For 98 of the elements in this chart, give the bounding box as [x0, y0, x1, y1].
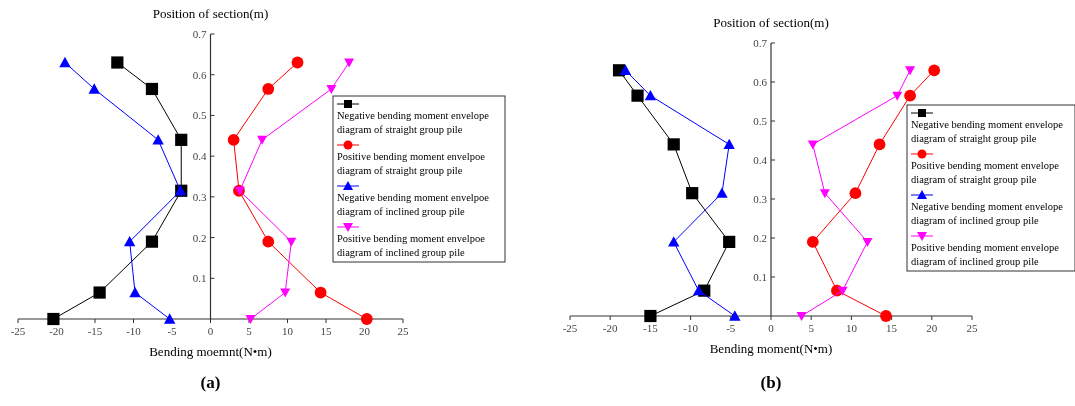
y-tick-label: 0.6 — [753, 76, 768, 88]
point — [892, 91, 903, 101]
point — [245, 315, 256, 324]
x-tick-label: -25 — [10, 325, 26, 337]
point — [280, 288, 291, 298]
point — [729, 310, 741, 321]
point — [644, 89, 657, 101]
x-tick-label: 25 — [397, 325, 409, 337]
point — [873, 138, 886, 151]
point — [93, 286, 106, 299]
text: (a) — [200, 373, 221, 392]
point — [849, 187, 862, 200]
chart-title: Position of section(m) — [713, 15, 829, 30]
x-tick-label: -20 — [49, 325, 65, 337]
y-tick-label: 0.4 — [192, 150, 207, 163]
x-tick-label: -15 — [643, 322, 659, 334]
legend-label: Negative bending moment envelope diagram of inclined group pile — [911, 201, 1064, 226]
point — [928, 64, 941, 77]
point — [123, 235, 136, 247]
legend-label: Positive bending moment envelope diagram of straight group pile — [911, 160, 1060, 185]
point — [692, 284, 705, 296]
point — [111, 56, 124, 69]
point — [314, 286, 327, 299]
y-tick-label: 0.2 — [192, 231, 207, 244]
x-tick-label: -5 — [726, 322, 736, 334]
legend-label: Positive bending moment envelpoe diagram of straight group pile — [337, 151, 486, 176]
y-tick-label: 0.7 — [192, 28, 207, 40]
point — [716, 187, 728, 198]
y-tick-label: 0.4 — [753, 154, 768, 166]
x-tick-label: 0 — [207, 325, 214, 337]
y-tick-label: 0.5 — [192, 109, 207, 122]
point — [145, 82, 159, 96]
point — [619, 64, 632, 75]
point — [837, 286, 848, 296]
point — [723, 235, 736, 248]
point — [904, 89, 916, 102]
x-tick-label: 0 — [768, 322, 775, 334]
point — [59, 56, 71, 68]
x-tick-label: 25 — [966, 322, 978, 334]
y-tick-label: 0.7 — [753, 37, 768, 49]
point — [326, 84, 337, 94]
x-tick-label: 20 — [359, 325, 371, 337]
x-tick-label: -25 — [562, 322, 578, 334]
point — [152, 134, 164, 145]
point — [667, 138, 680, 151]
x-tick-label: 5 — [246, 325, 253, 337]
x-tick-label: -5 — [167, 325, 178, 337]
x-tick-label: -10 — [683, 322, 699, 334]
y-tick-label: 0.2 — [753, 232, 767, 244]
y-tick-label: 0.3 — [753, 193, 768, 205]
point — [905, 66, 916, 76]
x-tick-label: 15 — [320, 325, 332, 337]
point — [262, 83, 275, 95]
text: (b) — [760, 373, 782, 392]
y-tick-label: 0.1 — [192, 272, 207, 285]
y-tick-label: 0.5 — [753, 115, 768, 127]
point — [360, 313, 373, 325]
point — [668, 236, 680, 247]
point — [631, 89, 644, 102]
point — [175, 133, 188, 146]
point — [686, 187, 699, 200]
x-tick-label: -15 — [87, 325, 103, 337]
x-tick-label: -10 — [126, 325, 142, 337]
x-axis-title: Bending moemnt(N•m) — [149, 344, 272, 359]
x-tick-label: 10 — [282, 325, 294, 337]
point — [644, 309, 657, 323]
point — [723, 138, 735, 150]
point — [262, 235, 275, 248]
y-tick-label: 0.6 — [192, 68, 207, 81]
point — [145, 235, 159, 248]
point — [819, 189, 830, 199]
point — [796, 312, 807, 321]
point — [286, 237, 297, 247]
point — [47, 312, 60, 326]
x-axis-title: Bending moment(N•m) — [709, 341, 833, 356]
point — [227, 133, 240, 146]
legend-label: Negative bending moment envelpoe diagram of inclined group pile — [337, 192, 490, 217]
x-tick-label: 10 — [845, 322, 858, 334]
legend-label: Positive bending moment envelope diagram of inclined group pile — [911, 242, 1060, 267]
x-tick-label: 5 — [808, 322, 815, 334]
y-tick-label: 0.3 — [192, 190, 207, 203]
legend-label: Negative bending moment envelope diagram of straight group pile — [911, 119, 1064, 144]
point — [807, 140, 818, 150]
point — [862, 237, 873, 247]
point — [291, 56, 304, 69]
x-tick-label: -20 — [602, 322, 619, 334]
legend-label: Positive bending moment envelpoe diagram of inclined group pile — [337, 233, 486, 258]
x-tick-label: 20 — [926, 322, 938, 334]
point — [806, 236, 819, 248]
legend-label: Negative bending moment envelope diagram of straight group pile — [337, 110, 490, 135]
x-tick-label: 15 — [886, 322, 898, 334]
chart-title: Position of section(m) — [152, 6, 269, 21]
point — [257, 135, 268, 145]
point — [163, 313, 176, 324]
point — [129, 286, 141, 298]
point — [88, 83, 100, 94]
y-tick-label: 0.1 — [753, 271, 767, 283]
point — [880, 310, 892, 322]
